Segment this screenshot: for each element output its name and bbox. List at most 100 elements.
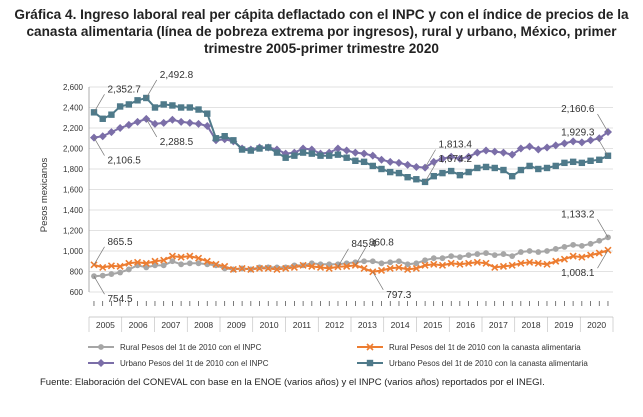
data-point — [543, 164, 551, 172]
x-tick-label: I — [128, 301, 130, 308]
data-point — [377, 266, 386, 275]
data-point — [299, 261, 307, 269]
data-point — [282, 154, 289, 161]
year-label: 2018 — [522, 320, 541, 330]
data-point — [159, 118, 168, 127]
callout-leader — [597, 137, 609, 156]
data-point — [430, 172, 437, 180]
callout-leader — [145, 79, 158, 99]
data-point — [456, 254, 463, 261]
data-point — [412, 264, 420, 272]
data-point — [151, 257, 159, 265]
data-point — [125, 259, 133, 267]
data-point — [116, 103, 124, 110]
data-point — [142, 259, 150, 267]
data-point — [482, 259, 490, 267]
data-point — [247, 265, 255, 274]
callout-leader — [597, 113, 609, 133]
y-tick-label: 2,400 — [63, 104, 84, 113]
x-tick-label: I — [337, 301, 339, 308]
x-tick-label: I — [215, 301, 217, 308]
x-tick-label: I — [285, 301, 287, 308]
data-point — [360, 264, 368, 272]
series-markers — [90, 94, 612, 280]
data-point — [377, 155, 386, 164]
data-point — [203, 121, 212, 130]
data-point — [430, 260, 438, 268]
x-tick-label: I — [607, 301, 609, 308]
data-point — [221, 133, 228, 140]
data-point — [543, 260, 551, 268]
data-point — [204, 110, 211, 117]
data-point — [430, 255, 437, 262]
year-label: 2012 — [325, 320, 344, 330]
data-point — [605, 234, 611, 241]
data-point — [360, 158, 368, 166]
data-labels: 2,352.7 2,492.8 2,106.5 2,288.5 1,813.4 1,674… — [93, 70, 609, 305]
data-point — [386, 264, 394, 272]
year-label: 2019 — [554, 320, 573, 330]
data-label: 845.4 — [351, 239, 376, 250]
data-label: 754.5 — [108, 294, 133, 305]
data-point — [98, 344, 104, 350]
data-point — [143, 94, 150, 102]
data-point — [473, 148, 482, 157]
year-label: 2011 — [293, 320, 312, 330]
data-point — [404, 261, 411, 268]
year-label: 2013 — [358, 320, 377, 330]
data-point — [186, 104, 194, 111]
data-point — [474, 164, 481, 172]
data-point — [509, 253, 516, 260]
data-point — [256, 145, 263, 152]
data-point — [561, 244, 568, 250]
data-point — [360, 149, 369, 158]
data-point — [526, 248, 533, 254]
data-point — [560, 255, 569, 263]
data-point — [577, 138, 586, 147]
y-tick-label: 2,600 — [63, 83, 84, 92]
data-point — [325, 264, 333, 272]
data-point — [194, 119, 203, 128]
year-label: 2016 — [456, 320, 475, 330]
data-point — [587, 240, 594, 247]
data-point — [177, 117, 186, 126]
data-point — [108, 111, 115, 118]
data-point — [333, 144, 342, 153]
data-point — [168, 115, 177, 124]
x-tick-label: I — [145, 301, 147, 308]
x-tick-label: I — [468, 301, 470, 308]
x-tick-label: I — [407, 301, 409, 308]
x-tick-label: I — [502, 301, 504, 308]
data-point — [343, 154, 350, 161]
legend: Rural Pesos del 1t de 2010 con el INPC Ru… — [88, 343, 588, 368]
data-point — [273, 265, 281, 274]
y-tick-label: 2,000 — [63, 145, 84, 154]
data-point — [99, 272, 106, 279]
x-tick-label: I — [180, 301, 182, 308]
data-point — [404, 265, 412, 274]
x-tick-label: I — [267, 301, 269, 308]
x-tick-label: I — [328, 301, 330, 308]
data-point — [299, 149, 307, 156]
data-label: 1,674.2 — [439, 154, 473, 165]
data-point — [195, 260, 202, 267]
data-point — [366, 359, 374, 367]
callout-leader — [145, 118, 158, 138]
data-point — [543, 143, 552, 152]
y-tick-label: 800 — [70, 268, 84, 277]
data-point — [238, 264, 246, 272]
data-point — [247, 147, 255, 154]
x-tick-label: I — [154, 301, 156, 308]
data-point — [369, 162, 376, 170]
data-point — [125, 101, 133, 108]
x-tick-label: I — [102, 301, 104, 308]
x-tick-label: I — [320, 301, 322, 308]
year-label: 2014 — [391, 320, 410, 330]
data-label: 1,929.3 — [561, 128, 595, 139]
data-point — [195, 106, 202, 113]
data-label: 865.5 — [108, 237, 133, 248]
data-point — [517, 259, 525, 267]
data-point — [439, 255, 446, 262]
x-tick-label: I — [476, 301, 478, 308]
x-tick-label: I — [424, 301, 426, 308]
